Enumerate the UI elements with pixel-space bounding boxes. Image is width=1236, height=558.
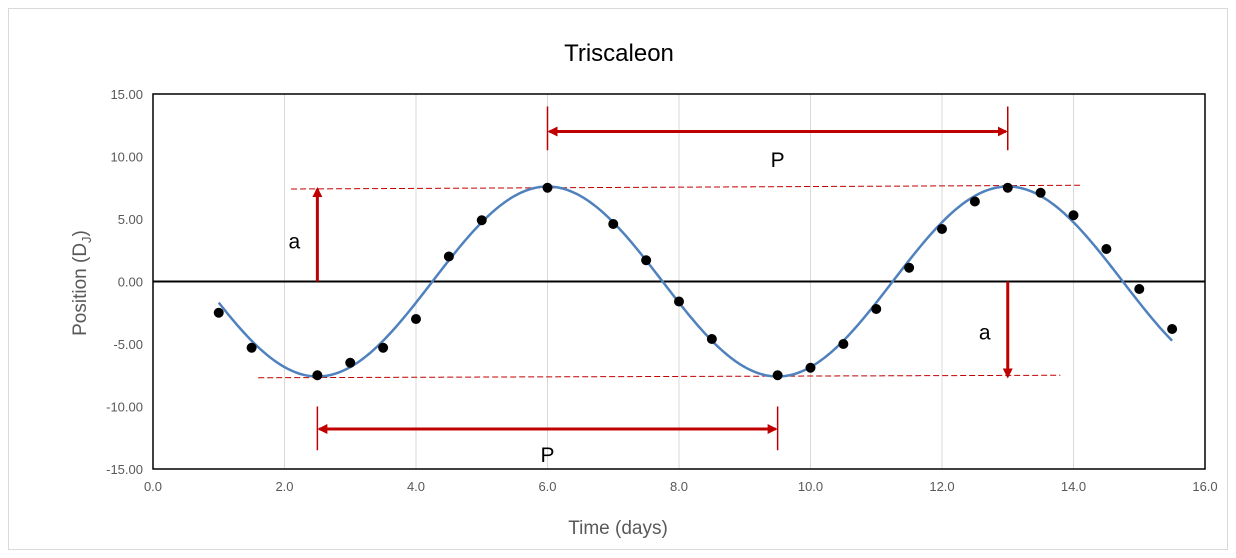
data-point <box>443 251 454 262</box>
data-point <box>411 314 421 324</box>
fit-layer <box>217 185 1174 378</box>
data-point <box>772 370 783 381</box>
data-point <box>1002 182 1013 193</box>
data-point <box>476 215 487 226</box>
lower-envelope-line <box>258 374 1061 379</box>
data-point <box>904 262 915 273</box>
y-tick-label: -5.00 <box>113 337 143 352</box>
y-tick-label: 5.00 <box>118 212 143 227</box>
top-period-label: P <box>771 149 785 172</box>
data-point <box>312 370 323 381</box>
y-tick-label: 10.00 <box>110 150 143 165</box>
data-point <box>213 307 224 318</box>
data-point <box>838 339 849 349</box>
annotation-layer: P Pa a <box>258 106 1081 467</box>
y-axis-title-end: ) <box>70 230 91 236</box>
y-tick-label: 0.00 <box>118 275 143 290</box>
x-tick-label: 2.0 <box>275 479 293 494</box>
y-tick-label: -10.00 <box>106 400 143 415</box>
data-point <box>674 296 684 307</box>
top-amplitude-label: a <box>289 230 301 253</box>
fit-curve <box>217 185 1174 378</box>
data-point <box>641 255 652 266</box>
grid-layer <box>152 93 1206 470</box>
bottom-period-label: P <box>540 444 554 467</box>
data-point <box>1101 244 1112 254</box>
y-axis-title: Position (DJ) <box>70 230 94 336</box>
point-layer <box>213 182 1178 381</box>
chart-title: Triscaleon <box>564 40 674 67</box>
data-point <box>1068 210 1079 221</box>
data-point <box>871 304 882 314</box>
x-axis-title: Time (days) <box>568 518 668 539</box>
data-point <box>937 224 947 234</box>
data-point <box>1167 324 1178 334</box>
bottom-amplitude-label: a <box>979 322 991 345</box>
tick-layer: 0.0 2.0 4.0 6.0 8.0 10.0 12.0 14.0 16.0 15.00 10.0… <box>106 87 1218 494</box>
x-tick-label: 10.0 <box>798 479 823 494</box>
x-tick-label: 4.0 <box>407 479 425 494</box>
chart-svg: Triscaleon P Pa a 0.0 2.0 4.0 6.0 8.0 10.0 12.0 1… <box>70 40 1218 539</box>
x-tick-label: 16.0 <box>1192 479 1217 494</box>
data-point <box>608 219 619 229</box>
y-tick-label: -15.00 <box>106 462 143 477</box>
y-axis-title-main: Position (D <box>70 243 91 336</box>
y-axis-title-sub: J <box>79 236 94 243</box>
y-tick-label: 15.00 <box>110 87 143 102</box>
upper-envelope-line <box>291 184 1081 190</box>
x-tick-label: 12.0 <box>929 479 954 494</box>
data-point <box>706 334 717 344</box>
data-point <box>378 342 389 353</box>
data-point <box>969 196 980 207</box>
data-point <box>1134 284 1145 294</box>
data-point <box>345 357 356 368</box>
data-point <box>805 362 816 373</box>
data-point <box>246 342 257 353</box>
x-tick-label: 0.0 <box>144 479 162 494</box>
data-point <box>1035 187 1046 198</box>
x-tick-label: 14.0 <box>1061 479 1086 494</box>
data-point <box>542 182 553 193</box>
x-tick-label: 8.0 <box>670 479 688 494</box>
x-tick-label: 6.0 <box>538 479 556 494</box>
